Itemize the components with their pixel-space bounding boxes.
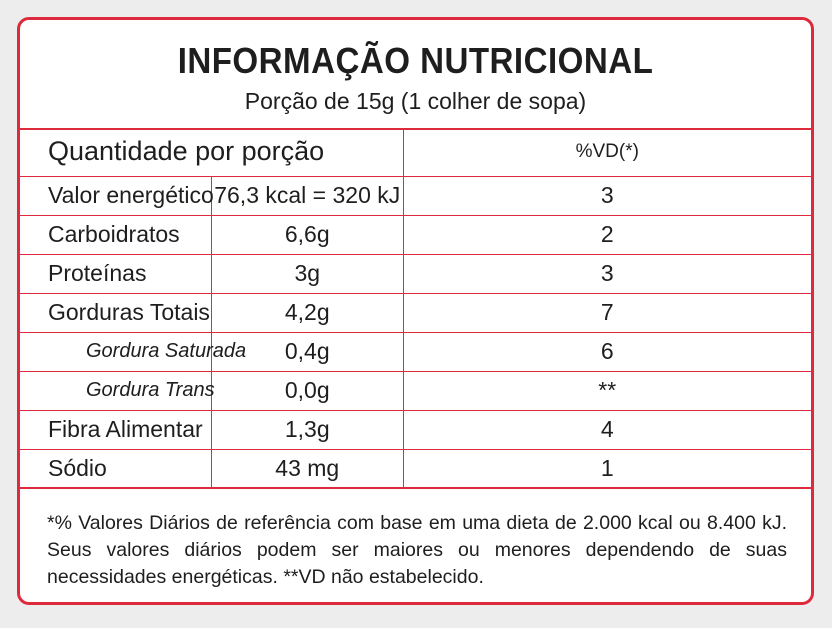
nutrient-dv: 1	[403, 449, 811, 489]
nutrient-amount: 4,2g	[211, 293, 404, 333]
label-header: INFORMAÇÃO NUTRICIONAL Porção de 15g (1 …	[20, 20, 811, 130]
table-row: Sódio 43 mg 1	[20, 449, 811, 489]
table-row: Gorduras Totais 4,2g 7	[20, 293, 811, 333]
nutrient-dv: 3	[403, 176, 811, 216]
nutrient-amount: 1,3g	[211, 410, 404, 450]
footnote: *% Valores Diários de referência com bas…	[47, 510, 787, 591]
footnote-line: Seus valores diários podem ser maiores o…	[47, 539, 787, 561]
nutrition-facts-label: INFORMAÇÃO NUTRICIONAL Porção de 15g (1 …	[17, 17, 814, 605]
nutrient-amount: 3g	[211, 254, 404, 294]
nutrient-amount: 43 mg	[211, 449, 404, 489]
nutrient-name: Gorduras Totais	[20, 293, 212, 333]
table-row: Fibra Alimentar 1,3g 4	[20, 410, 811, 450]
table-row: Gordura Trans 0,0g **	[20, 371, 811, 411]
quantity-header: Quantidade por porção	[20, 128, 404, 177]
nutrient-amount: 0,4g	[211, 332, 404, 372]
nutrient-dv: 6	[403, 332, 811, 372]
nutrient-dv: 2	[403, 215, 811, 255]
dv-header: %VD(*)	[403, 128, 811, 177]
nutrient-name: Gordura Trans	[20, 371, 215, 411]
nutrient-dv: 4	[403, 410, 811, 450]
table-row: Valor energético 76,3 kcal = 320 kJ 3	[20, 176, 811, 216]
nutrient-dv: 7	[403, 293, 811, 333]
label-title: INFORMAÇÃO NUTRICIONAL	[177, 40, 654, 81]
nutrient-name: Sódio	[20, 449, 212, 489]
nutrition-table: Quantidade por porção %VD(*) Valor energ…	[20, 128, 811, 489]
nutrient-name: Gordura Saturada	[20, 332, 246, 372]
nutrient-amount: 76,3 kcal = 320 kJ	[211, 176, 404, 216]
table-row: Proteínas 3g 3	[20, 254, 811, 294]
table-row: Gordura Saturada 0,4g 6	[20, 332, 811, 372]
nutrient-name: Valor energético	[20, 176, 214, 216]
nutrient-name: Carboidratos	[20, 215, 212, 255]
nutrient-name: Fibra Alimentar	[20, 410, 212, 450]
nutrient-amount: 0,0g	[211, 371, 404, 411]
footnote-line: necessidades energéticas. **VD não estab…	[47, 566, 484, 588]
nutrient-name: Proteínas	[20, 254, 212, 294]
footnote-line: *% Valores Diários de referência com bas…	[47, 512, 787, 534]
table-row: Carboidratos 6,6g 2	[20, 215, 811, 255]
nutrient-amount: 6,6g	[211, 215, 404, 255]
serving-size: Porção de 15g (1 colher de sopa)	[244, 88, 587, 114]
nutrient-dv: **	[403, 371, 811, 411]
table-header-row: Quantidade por porção %VD(*)	[20, 128, 811, 177]
nutrient-dv: 3	[403, 254, 811, 294]
